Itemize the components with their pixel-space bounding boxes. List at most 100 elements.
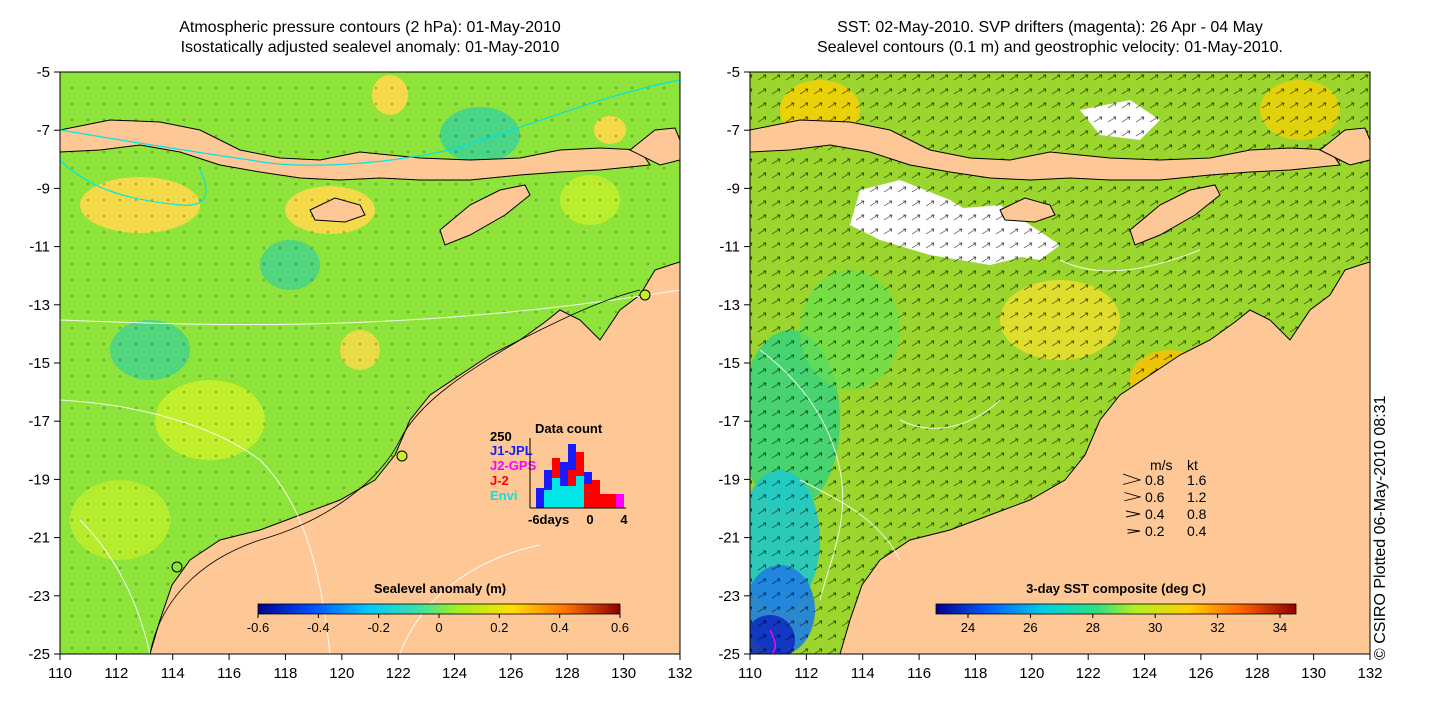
left-y-tick-label: -11 bbox=[29, 239, 50, 256]
right-x-tick-label: 126 bbox=[1188, 665, 1213, 682]
left-colorbar-tick-label: 0.6 bbox=[611, 620, 629, 635]
right-x-tick-label: 122 bbox=[1076, 665, 1101, 682]
left-x-tick-label: 112 bbox=[104, 665, 128, 682]
right-x-tick-label: 128 bbox=[1245, 665, 1270, 682]
velocity-arrow-icon bbox=[1124, 492, 1142, 502]
right-colorbar-tick-label: 24 bbox=[961, 620, 975, 635]
right-y-tick-label: -11 bbox=[719, 239, 740, 256]
left-island-sumba bbox=[309, 197, 366, 223]
velocity-ms-value: 0.4 bbox=[1145, 506, 1165, 522]
left-x-tick-label: 130 bbox=[611, 665, 636, 682]
right-colorbar-tick-label: 34 bbox=[1273, 620, 1287, 635]
velocity-legend: m/s kt 0.8 1.60.6 1.20.4 0.80.2 0.4 bbox=[1122, 457, 1207, 539]
velocity-ms-value: 0.8 bbox=[1145, 472, 1165, 488]
right-map bbox=[750, 72, 1370, 654]
velocity-ms-value: 0.2 bbox=[1145, 523, 1165, 539]
left-y-tick-label: -5 bbox=[37, 64, 50, 81]
left-y-tick-label: -25 bbox=[28, 646, 50, 663]
velocity-kt-value: 0.8 bbox=[1187, 506, 1207, 522]
right-x-tick-label: 132 bbox=[1357, 665, 1382, 682]
right-colorbar-bar bbox=[935, 603, 1297, 615]
left-island-chain bbox=[60, 119, 651, 181]
left-x-tick-label: 126 bbox=[498, 665, 523, 682]
left-y-tick-label: -13 bbox=[28, 297, 50, 314]
data-count-title: Data count bbox=[535, 421, 603, 436]
left-x-tick-label: 122 bbox=[386, 665, 411, 682]
velocity-header-ms: m/s bbox=[1150, 457, 1173, 473]
right-x-tick-label: 116 bbox=[907, 665, 931, 682]
left-depth-contour bbox=[149, 289, 641, 654]
left-marker-3 bbox=[639, 289, 651, 301]
left-colorbar-tick-label: -0.2 bbox=[367, 620, 389, 635]
right-island-chain bbox=[750, 119, 1341, 181]
right-panel-title: SST: 02-May-2010. SVP drifters (magenta)… bbox=[720, 18, 1380, 58]
left-map bbox=[60, 72, 680, 654]
right-y-tick-label: -7 bbox=[727, 122, 740, 139]
left-y-tick-label: -15 bbox=[28, 355, 50, 372]
left-x-tick-label: 110 bbox=[48, 665, 72, 682]
right-x-tick-label: 110 bbox=[738, 665, 762, 682]
data-count-legend-j1-jpl: J1-JPL bbox=[490, 443, 533, 458]
right-x-tick-label: 114 bbox=[851, 665, 875, 682]
credit-text: © CSIRO Plotted 06-May-2010 08:31 bbox=[1372, 395, 1389, 660]
right-island-ne bbox=[1319, 127, 1370, 166]
right-sealevel-contours bbox=[759, 249, 1201, 601]
left-australia-land bbox=[149, 261, 680, 654]
left-x-tick-label: 116 bbox=[217, 665, 241, 682]
data-count-legend-envi: Envi bbox=[490, 488, 517, 503]
right-island-timor bbox=[1129, 184, 1221, 246]
left-island-ne bbox=[629, 127, 680, 166]
right-title-line2: Sealevel contours (0.1 m) and geostrophi… bbox=[816, 39, 1283, 56]
left-x-tick-label: 114 bbox=[161, 665, 185, 682]
right-colorbar-tick-label: 26 bbox=[1023, 620, 1037, 635]
right-y-tick-label: -5 bbox=[727, 64, 740, 81]
right-title-line1: SST: 02-May-2010. SVP drifters (magenta)… bbox=[837, 19, 1263, 36]
right-y-tick-label: -13 bbox=[718, 297, 740, 314]
data-count-ymax: 250 bbox=[490, 429, 512, 444]
right-australia-land bbox=[839, 261, 1370, 654]
right-island-sumba bbox=[999, 197, 1056, 223]
left-colorbar-bar bbox=[257, 603, 621, 615]
left-colorbar-tick-label: -0.4 bbox=[307, 620, 329, 635]
data-count-x-label: 4 bbox=[620, 512, 628, 527]
left-panel-title: Atmospheric pressure contours (2 hPa): 0… bbox=[60, 18, 680, 58]
left-pressure-contours bbox=[60, 289, 680, 654]
right-x-tick-label: 130 bbox=[1301, 665, 1326, 682]
left-colorbar-tick-label: -0.6 bbox=[247, 620, 269, 635]
right-colorbar-tick-label: 28 bbox=[1086, 620, 1100, 635]
left-y-tick-label: -21 bbox=[28, 530, 50, 547]
left-y-tick-label: -17 bbox=[28, 413, 50, 430]
velocity-kt-value: 1.2 bbox=[1187, 489, 1207, 505]
data-count-legend-j-2: J-2 bbox=[490, 473, 509, 488]
velocity-kt-value: 0.4 bbox=[1187, 523, 1207, 539]
left-x-tick-label: 124 bbox=[442, 665, 467, 682]
left-y-tick-label: -23 bbox=[28, 588, 50, 605]
left-marker-1 bbox=[171, 561, 183, 573]
right-colorbar-tick-label: 30 bbox=[1148, 620, 1162, 635]
right-colorbar-tick-label: 32 bbox=[1210, 620, 1224, 635]
velocity-kt-value: 1.6 bbox=[1187, 472, 1207, 488]
left-x-tick-label: 118 bbox=[273, 665, 297, 682]
right-y-tick-label: -25 bbox=[718, 646, 740, 663]
data-count-bars bbox=[529, 438, 626, 509]
left-title-line1: Atmospheric pressure contours (2 hPa): 0… bbox=[179, 19, 561, 36]
left-y-tick-label: -7 bbox=[37, 122, 50, 139]
left-y-tick-label: -19 bbox=[28, 471, 50, 488]
left-island-timor bbox=[439, 184, 531, 246]
velocity-arrow-icon bbox=[1122, 473, 1142, 485]
left-colorbar: Sealevel anomaly (m) -0.6 -0.4 -0.2 0 0.2 0.4… bbox=[247, 581, 629, 635]
right-x-tick-label: 118 bbox=[963, 665, 987, 682]
left-x-tick-label: 120 bbox=[329, 665, 354, 682]
velocity-arrow-icon bbox=[1125, 510, 1141, 518]
right-x-tick-label: 112 bbox=[794, 665, 818, 682]
velocity-header-kt: kt bbox=[1187, 457, 1198, 473]
right-y-tick-label: -19 bbox=[718, 471, 740, 488]
left-colorbar-tick-label: 0.4 bbox=[551, 620, 569, 635]
right-y-tick-label: -17 bbox=[718, 413, 740, 430]
data-count-x-label: -6days bbox=[528, 512, 569, 527]
right-y-tick-label: -23 bbox=[718, 588, 740, 605]
right-y-tick-label: -9 bbox=[727, 180, 740, 197]
left-title-line2: Isostatically adjusted sealevel anomaly:… bbox=[180, 39, 560, 56]
right-colorbar: 3-day SST composite (deg C) 24 26 28 30 32 34 bbox=[935, 581, 1297, 635]
